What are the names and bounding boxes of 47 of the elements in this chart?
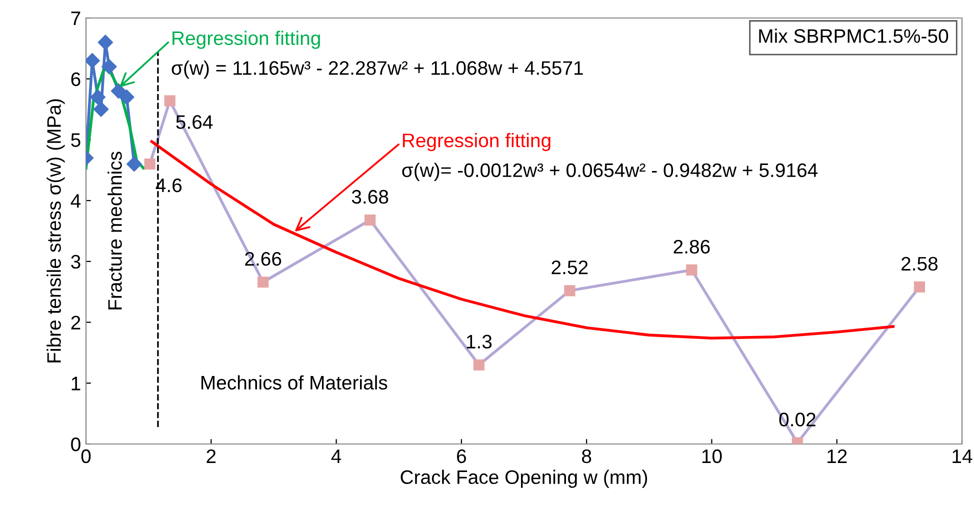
point xyxy=(90,90,106,105)
data-label: 2.58 xyxy=(902,256,938,271)
point xyxy=(686,264,698,276)
point xyxy=(144,158,156,170)
annotation: Mechnics of Materials xyxy=(201,375,388,390)
point xyxy=(93,102,109,117)
point xyxy=(98,34,113,50)
x-tick-label: 12 xyxy=(828,449,847,463)
point xyxy=(473,359,485,370)
x-tick-label: 4 xyxy=(331,450,342,463)
x-tick-label: 0 xyxy=(81,449,91,464)
x-axis-title: Crack Face Opening w (mm) xyxy=(400,470,648,488)
y-tick-label: 0 xyxy=(71,437,80,452)
data-label: 1.3 xyxy=(466,334,492,349)
y-tick-label: 1 xyxy=(72,376,80,390)
x-tick-label: 6 xyxy=(457,449,466,464)
y-tick-label: 4 xyxy=(70,194,81,208)
point xyxy=(258,276,269,288)
data-label: 0.02 xyxy=(779,412,816,426)
point xyxy=(164,95,176,106)
annotation: Fracture mechnics xyxy=(108,152,122,310)
x-tick-label: 2 xyxy=(206,449,216,463)
point xyxy=(364,214,376,226)
x-tick-label: 10 xyxy=(702,449,722,464)
annotation: Regression fitting σ(w)= -0.0012w³ + 0.0654w² - 0.9482w + 5.9164 xyxy=(402,133,818,181)
point xyxy=(126,156,142,172)
data-label: 3.68 xyxy=(352,190,388,204)
data-label: 5.64 xyxy=(176,115,213,129)
point xyxy=(564,285,576,296)
data-label: 2.66 xyxy=(245,252,282,266)
x-tick-label: 8 xyxy=(582,449,592,464)
data-label: 2.86 xyxy=(674,240,710,254)
point xyxy=(119,90,134,105)
y-axis-title: Fibre tensile stress σ(w) (MPa) xyxy=(46,99,65,362)
y-tick-label: 6 xyxy=(71,72,80,86)
annotation: Mix SBRPMC1.5%-50 xyxy=(759,28,948,43)
x-tick-label: 14 xyxy=(952,450,972,463)
y-tick-label: 3 xyxy=(71,254,80,269)
data-label: 4.6 xyxy=(156,178,182,192)
point xyxy=(914,281,926,293)
data-label: 2.52 xyxy=(552,260,588,274)
point xyxy=(86,53,100,68)
annotation: Regression fitting σ(w) = 11.165w³ - 22.287w² + 11.068w + 4.5571 xyxy=(172,30,583,79)
y-tick-label: 5 xyxy=(71,133,80,147)
y-tick-label: 2 xyxy=(71,316,80,330)
point xyxy=(102,59,117,74)
y-tick-label: 7 xyxy=(71,12,80,26)
